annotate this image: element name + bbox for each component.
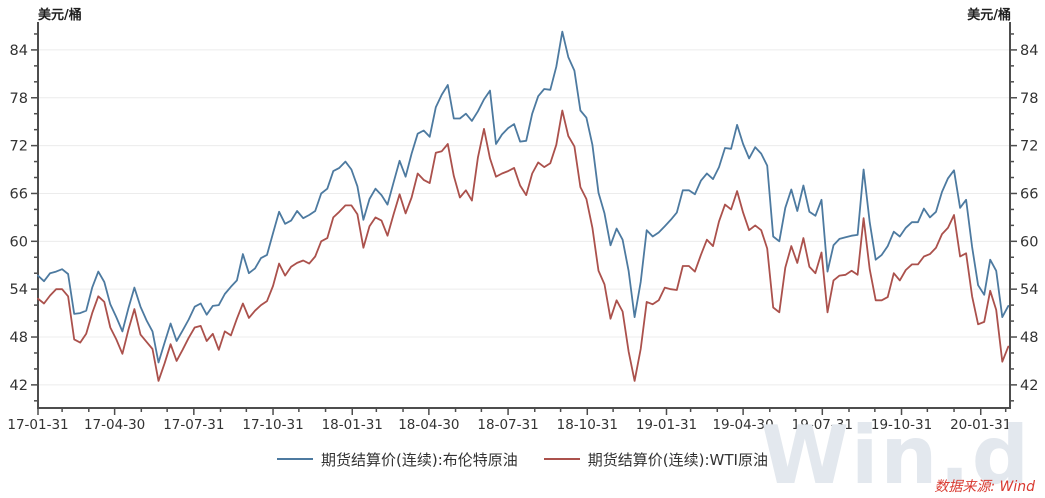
y-tick-label-right: 42 <box>1020 378 1038 394</box>
y-tick-label-right: 84 <box>1020 43 1038 59</box>
brent-line-swatch-icon <box>277 458 314 460</box>
x-tick-label: 18-04-30 <box>398 417 459 433</box>
x-tick-label: 19-04-30 <box>712 417 773 433</box>
y-tick-label-left: 66 <box>10 186 28 202</box>
x-tick-label: 17-04-30 <box>84 417 145 433</box>
y-tick-label-right: 78 <box>1020 91 1038 107</box>
x-tick-label: 20-01-31 <box>950 417 1011 433</box>
x-tick-label: 19-01-31 <box>636 417 697 433</box>
y-axis-unit-label-right: 美元/桶 <box>967 8 1011 23</box>
y-tick-label-right: 48 <box>1020 330 1038 346</box>
x-tick-label: 19-07-31 <box>792 417 853 433</box>
legend-item-brent: 期货结算价(连续):布伦特原油 <box>277 449 518 470</box>
y-tick-label-left: 72 <box>10 139 28 155</box>
brent-series-line <box>37 30 1010 364</box>
y-tick-label-left: 54 <box>10 282 28 298</box>
y-tick-label-right: 72 <box>1020 139 1038 155</box>
y-tick-label-left: 84 <box>10 43 28 59</box>
x-tick-label: 17-01-31 <box>7 417 68 433</box>
y-tick-label-left: 60 <box>10 234 28 250</box>
data-source-label: 数据来源: Wind <box>934 479 1035 495</box>
y-tick-label-left: 78 <box>10 91 28 107</box>
x-tick-label: 17-07-31 <box>163 417 224 433</box>
y-tick-label-right: 66 <box>1020 186 1038 202</box>
y-tick-label-right: 54 <box>1020 282 1038 298</box>
x-tick-label: 18-01-31 <box>322 417 383 433</box>
x-tick-label: 19-10-31 <box>871 417 932 433</box>
x-tick-label: 18-07-31 <box>477 417 538 433</box>
wti-series-line <box>37 109 1010 382</box>
y-tick-label-right: 60 <box>1020 234 1038 250</box>
x-tick-label: 17-10-31 <box>242 417 303 433</box>
y-axis-unit-label-left: 美元/桶 <box>38 8 82 23</box>
wti-line-swatch-icon <box>543 458 580 460</box>
y-tick-label-left: 48 <box>10 330 28 346</box>
legend-label-brent: 期货结算价(连续):布伦特原油 <box>321 450 518 469</box>
y-tick-label-left: 42 <box>10 378 28 394</box>
x-tick-label: 18-10-31 <box>557 417 618 433</box>
legend-item-wti: 期货结算价(连续):WTI原油 <box>543 449 768 470</box>
legend-label-wti: 期货结算价(连续):WTI原油 <box>587 450 768 469</box>
chart-legend: 期货结算价(连续):布伦特原油 期货结算价(连续):WTI原油 <box>0 448 1045 470</box>
